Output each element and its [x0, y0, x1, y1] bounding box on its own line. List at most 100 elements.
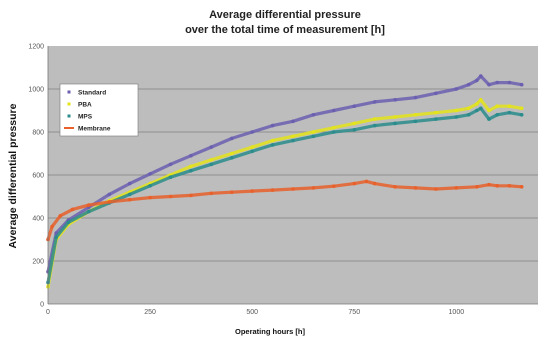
data-point [487, 108, 491, 113]
chart-title-line-2: over the total time of measurement [h] [185, 24, 385, 36]
data-point [495, 104, 500, 108]
data-point [270, 143, 275, 147]
data-point [250, 149, 254, 154]
data-point [466, 82, 471, 87]
data-point [507, 104, 512, 108]
legend-item: Standard [67, 90, 106, 97]
data-point [270, 138, 275, 143]
data-point [209, 145, 214, 149]
y-tick-label: 200 [32, 259, 44, 266]
data-point [87, 209, 91, 214]
data-point [332, 130, 336, 134]
x-axis-label: Operating hours [h] [235, 327, 306, 336]
data-point [127, 192, 132, 197]
data-point [230, 190, 234, 194]
data-point [434, 117, 438, 121]
data-point [148, 195, 152, 200]
x-tick-label: 0 [46, 309, 50, 316]
data-point [54, 235, 58, 240]
data-point [230, 136, 234, 141]
data-point [487, 117, 491, 121]
legend-swatch [67, 90, 71, 94]
series-mps [46, 106, 524, 285]
data-point [466, 113, 471, 117]
data-point [364, 179, 369, 184]
data-point [507, 80, 512, 85]
data-point [507, 184, 512, 188]
legend: Standard PBA MPS Membrane [59, 83, 139, 137]
data-point [332, 108, 336, 113]
data-point [413, 186, 418, 190]
data-point [434, 187, 438, 191]
y-tick-label: 0 [40, 302, 44, 309]
data-point [332, 125, 336, 130]
axes [47, 46, 538, 305]
data-point [519, 82, 524, 87]
data-point [352, 104, 357, 108]
data-point [311, 134, 316, 139]
x-tick-label: 750 [348, 309, 360, 316]
data-point [311, 130, 316, 134]
data-point [475, 78, 479, 83]
data-point [475, 185, 479, 189]
tick-labels: 0 200 400 600 800 1000 1200 0 250 500 750 1000 [28, 44, 464, 317]
series-layer [46, 74, 524, 289]
data-point [475, 108, 479, 113]
data-point [475, 102, 479, 106]
data-point [209, 162, 214, 167]
data-point [127, 197, 132, 202]
data-point [519, 113, 524, 117]
data-point [479, 98, 483, 102]
legend-label: Standard [78, 90, 106, 97]
data-point [372, 181, 377, 186]
data-point [454, 87, 459, 91]
legend-swatch [67, 114, 71, 118]
data-point [209, 158, 214, 162]
data-point [487, 182, 491, 187]
data-point [168, 194, 173, 199]
data-point [479, 74, 483, 78]
x-tick-label: 250 [144, 309, 156, 316]
data-point [454, 115, 459, 119]
legend-item: Membrane [64, 126, 111, 133]
data-point [189, 193, 193, 198]
data-point [393, 185, 397, 189]
legend-swatch [67, 102, 71, 106]
data-point [250, 145, 254, 149]
y-tick-label: 1200 [28, 44, 44, 51]
data-point [250, 130, 254, 134]
data-point [148, 184, 152, 188]
data-point [495, 184, 500, 188]
data-point [291, 119, 295, 124]
data-point [393, 115, 397, 119]
data-point [291, 134, 295, 139]
data-point [413, 119, 418, 124]
data-point [189, 153, 193, 158]
y-tick-label: 600 [32, 173, 44, 180]
data-point [413, 113, 418, 117]
data-point [230, 151, 234, 156]
data-point [413, 95, 418, 100]
data-point [454, 186, 459, 190]
data-point [479, 106, 483, 111]
data-point [291, 187, 295, 191]
legend-item: MPS [67, 114, 93, 121]
data-point [291, 138, 295, 143]
y-axis-label: Average differential pressure [7, 103, 19, 248]
y-tick-label: 400 [32, 216, 44, 223]
data-point [372, 100, 377, 104]
data-point [487, 82, 491, 87]
data-point [495, 113, 500, 117]
data-point [250, 189, 254, 193]
data-point [70, 207, 75, 212]
data-point [393, 121, 397, 126]
data-point [495, 80, 500, 85]
data-point [507, 110, 512, 115]
legend-label: PBA [78, 102, 92, 109]
data-point [434, 91, 438, 96]
data-point [466, 106, 471, 111]
data-point [311, 186, 316, 190]
legend-label: MPS [78, 114, 93, 121]
data-point [352, 121, 357, 126]
